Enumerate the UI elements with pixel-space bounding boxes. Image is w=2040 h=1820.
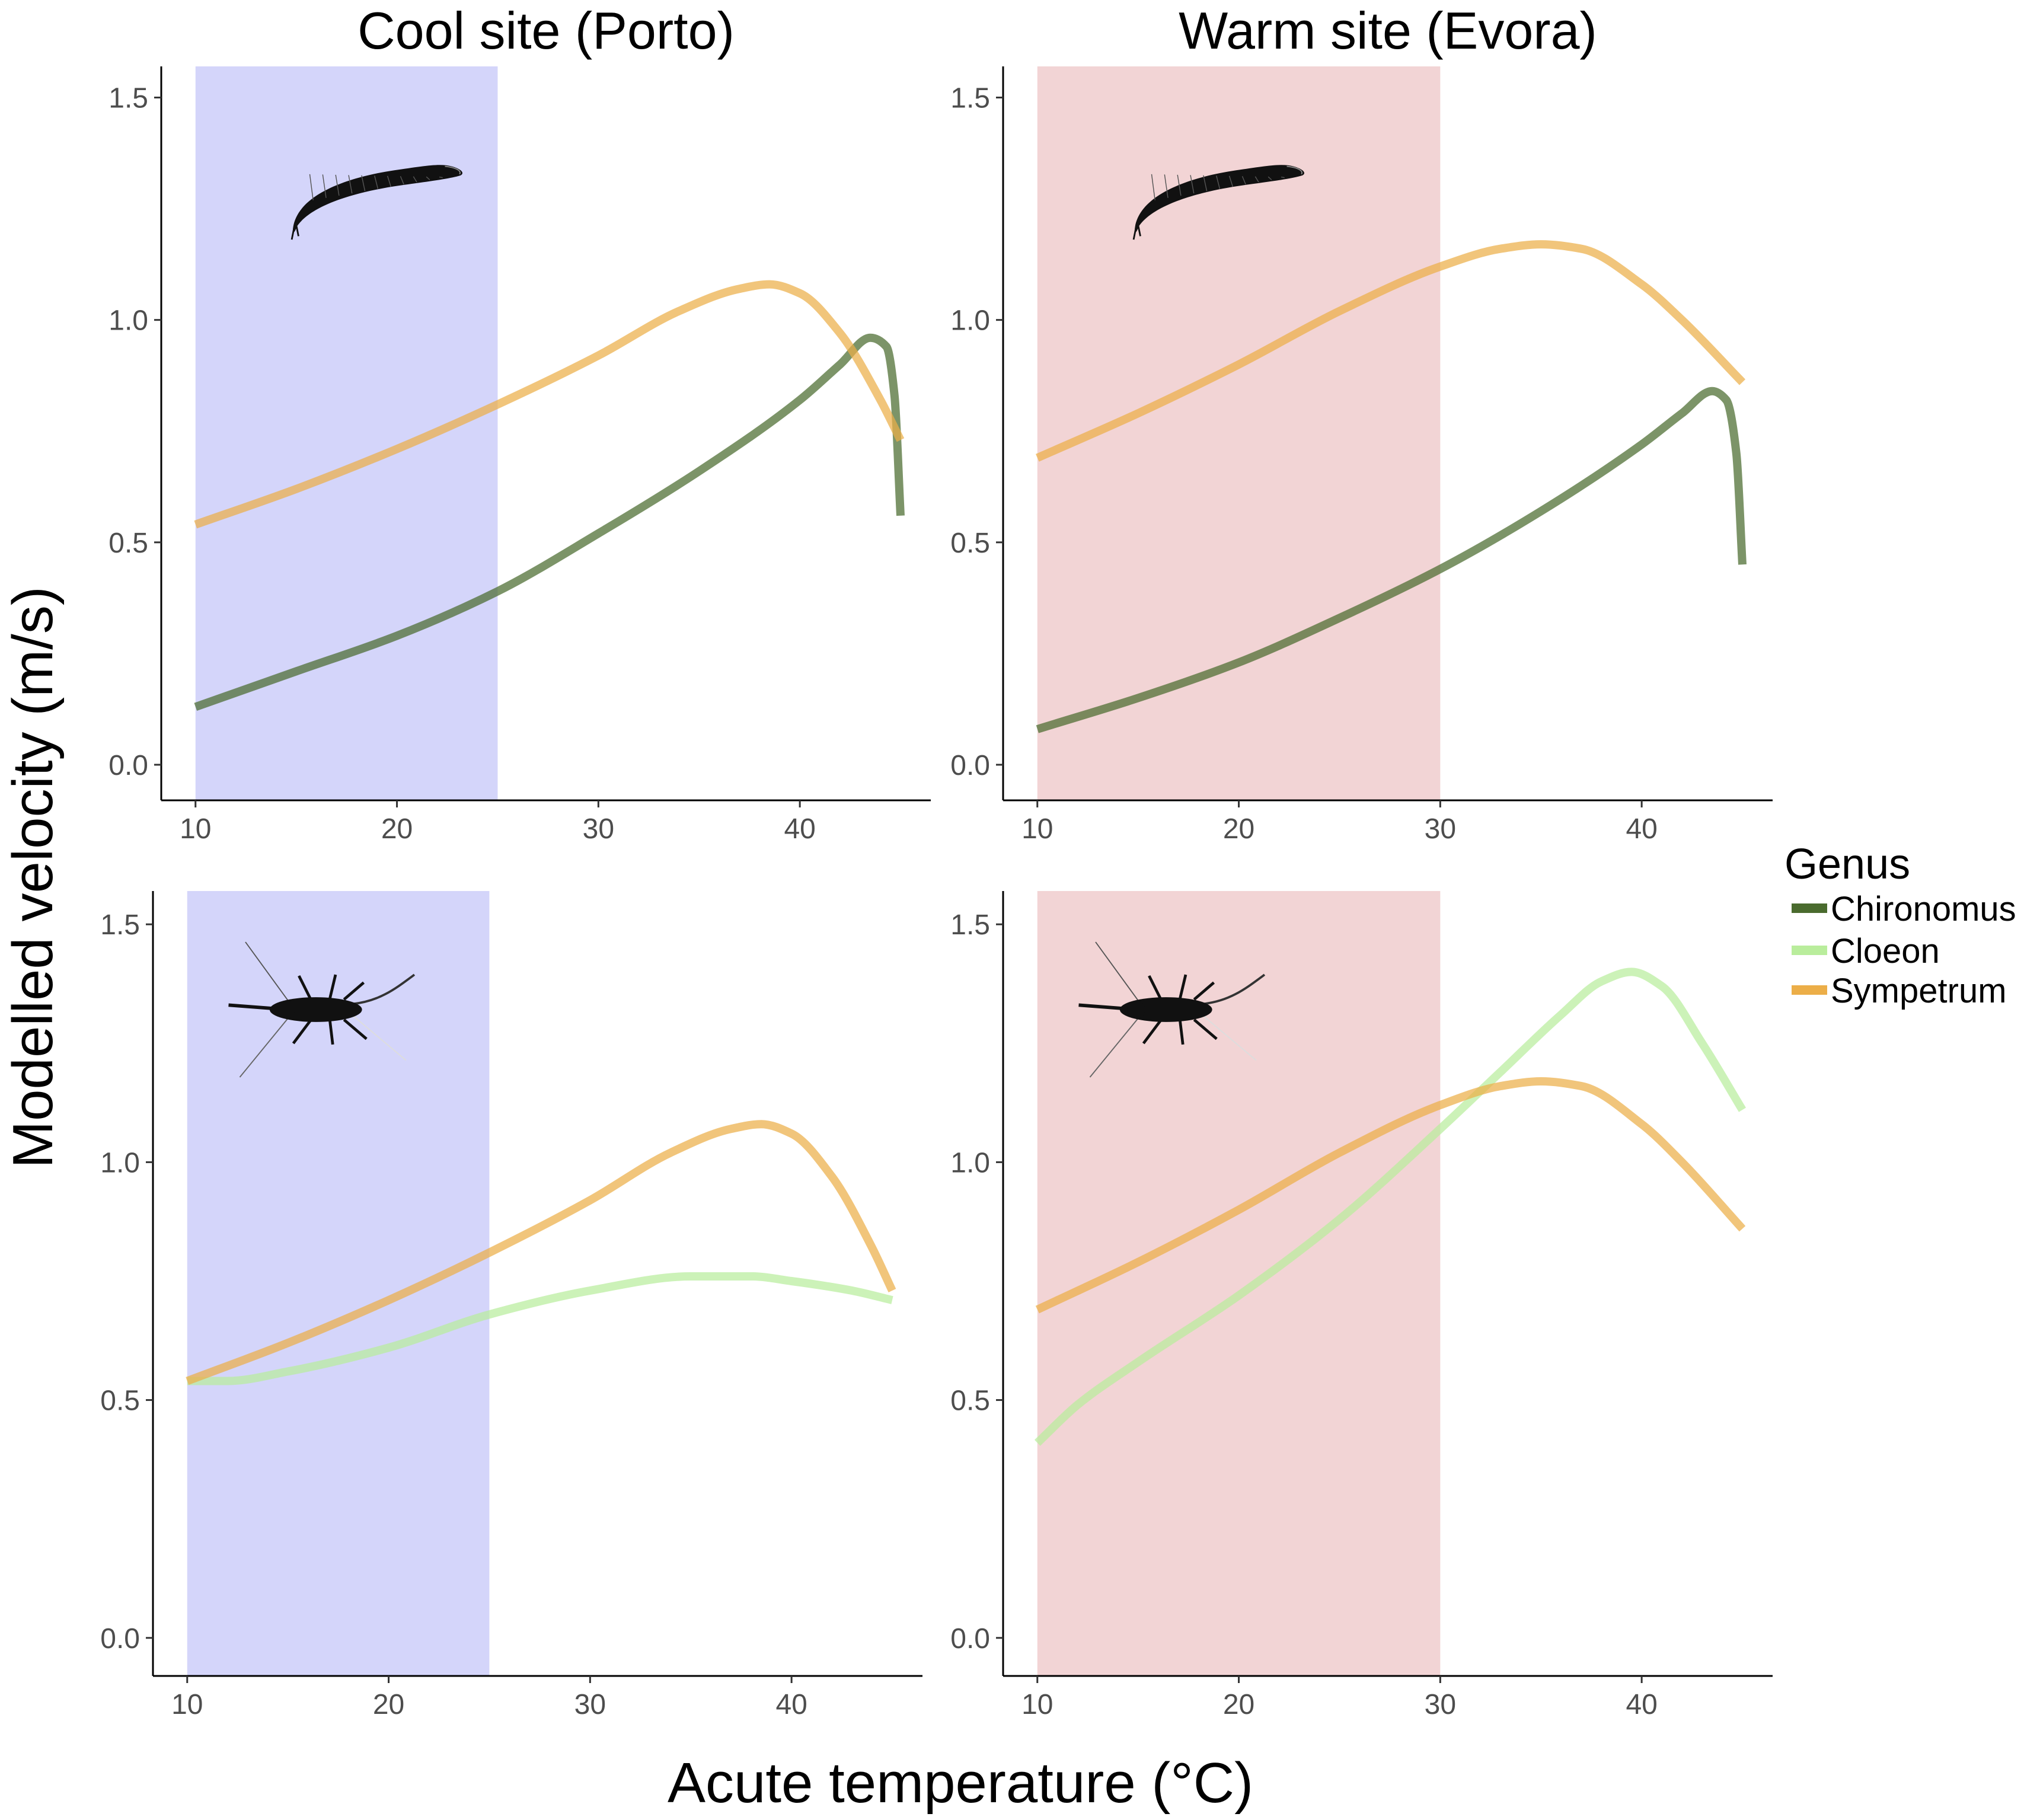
cloeon-nymph-icon [1078, 941, 1266, 1078]
legend-label-cloeon: Cloeon [1831, 932, 1940, 970]
legend-item-cloeon: Cloeon [1792, 932, 1940, 970]
legend-label-sympetrum: Sympetrum [1831, 972, 2007, 1010]
panel-cool-top: 0.0 0.5 1.0 1.5 10 20 30 40 Cool site (Porto) [108, 1, 931, 845]
panel-title-warm-top: Warm site (Evora) [1179, 1, 1597, 60]
series-line-cloeon-cool-bottom [187, 1272, 893, 1385]
x-tick-label: 20 [1223, 813, 1254, 845]
y-tick-label: 1.5 [950, 83, 990, 114]
x-tick-label: 20 [373, 1689, 404, 1720]
y-axis-title: Modelled velocity (m/s) [1, 586, 65, 1168]
y-tick-label: 0.5 [950, 528, 990, 559]
x-tick-label: 10 [1021, 1689, 1053, 1720]
x-tick-label: 20 [381, 813, 413, 845]
chironomus-larva-icon [1132, 165, 1304, 240]
series-line-sympetrum-cool-bottom [186, 1120, 896, 1385]
series-line-cloeon-warm-bottom [1034, 968, 1746, 1446]
x-tick-label: 30 [1425, 1689, 1456, 1720]
x-tick-label: 10 [171, 1689, 203, 1720]
series-line-sympetrum-warm-top [1035, 240, 1746, 462]
x-tick-label: 30 [1425, 813, 1456, 845]
x-tick-label: 40 [775, 1689, 807, 1720]
x-tick-label: 40 [1626, 1689, 1657, 1720]
y-tick-label: 0.0 [108, 750, 148, 781]
y-tick-label: 1.5 [108, 83, 148, 114]
panel-title-cool-top: Cool site (Porto) [357, 1, 735, 60]
x-tick-label: 20 [1223, 1689, 1254, 1720]
y-tick-label: 0.5 [100, 1385, 140, 1417]
x-tick-label: 10 [180, 813, 211, 845]
legend: Genus Chironomus Cloeon Sympetrum [1784, 841, 2016, 1010]
legend-item-chironomus: Chironomus [1792, 890, 2016, 928]
legend-item-sympetrum: Sympetrum [1792, 972, 2007, 1010]
shaded-range-warm-bottom [1037, 891, 1441, 1676]
series-line-sympetrum-warm-bottom [1035, 1077, 1746, 1314]
y-tick-label: 0.0 [100, 1623, 140, 1655]
x-tick-label: 30 [574, 1689, 606, 1720]
series-line-chironomus-warm-top [1036, 387, 1747, 733]
y-tick-label: 1.0 [950, 1147, 990, 1179]
y-tick-label: 0.5 [950, 1385, 990, 1417]
x-tick-label: 10 [1021, 813, 1053, 845]
y-tick-label: 0.5 [108, 528, 148, 559]
cloeon-nymph-icon [228, 941, 416, 1078]
x-tick-label: 30 [583, 813, 614, 845]
panel-warm-top: 0.0 0.5 1.0 1.5 10 20 30 40 Warm site (Evora) [950, 1, 1773, 845]
x-axis-title: Acute temperature (°C) [668, 1751, 1253, 1815]
legend-title: Genus [1784, 841, 1910, 888]
x-tick-label: 40 [1626, 813, 1657, 845]
y-tick-label: 0.0 [950, 1623, 990, 1655]
y-tick-label: 1.0 [100, 1147, 140, 1179]
series-line-sympetrum-cool-top [194, 280, 905, 529]
y-tick-label: 1.0 [108, 305, 148, 337]
y-tick-label: 1.5 [100, 909, 140, 941]
panel-warm-bottom: 0.0 0.5 1.0 1.5 10 20 30 40 [950, 891, 1773, 1720]
shaded-range-cool-bottom [187, 891, 490, 1676]
chironomus-larva-icon [290, 165, 462, 240]
series-line-chironomus-cool-top [194, 333, 905, 711]
legend-label-chironomus: Chironomus [1831, 890, 2016, 928]
x-tick-label: 40 [784, 813, 815, 845]
y-tick-label: 1.5 [950, 909, 990, 941]
y-tick-label: 1.0 [950, 305, 990, 337]
panel-cool-bottom: 0.0 0.5 1.0 1.5 10 20 30 40 [100, 891, 922, 1720]
shaded-range-warm-top [1037, 66, 1441, 800]
y-tick-label: 0.0 [950, 750, 990, 781]
